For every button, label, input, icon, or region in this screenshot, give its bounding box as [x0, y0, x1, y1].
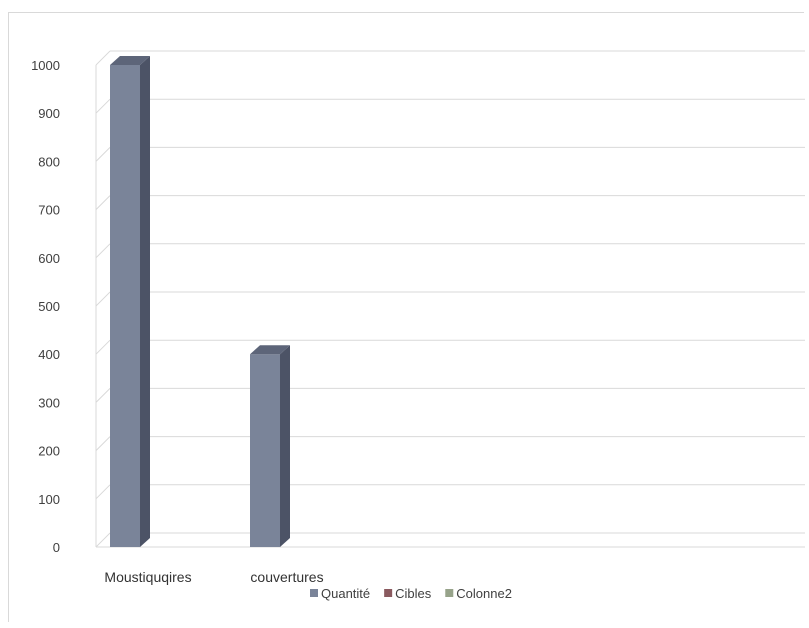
y-tick-label: 900 [38, 106, 60, 121]
y-tick-label: 800 [38, 154, 60, 169]
bar-front [250, 354, 280, 547]
legend-swatch [384, 589, 393, 597]
y-tick-label: 200 [38, 444, 60, 459]
category-label: couvertures [250, 569, 323, 585]
legend-label: Cibles [395, 586, 432, 601]
legend: Quantité Cibles Colonne2 [310, 586, 512, 601]
category-label: Moustiquqires [104, 569, 191, 585]
x-axis-categories: Moustiquqires couvertures [104, 569, 323, 585]
y-tick-label: 400 [38, 347, 60, 362]
gridline-side [95, 339, 111, 355]
gridline-side [95, 50, 111, 66]
y-tick-label: 0 [53, 540, 60, 555]
y-tick-label: 300 [38, 395, 60, 410]
gridline-side [95, 388, 111, 403]
gridline-side [95, 291, 111, 307]
y-tick-label: 600 [38, 251, 60, 266]
legend-label: Quantité [321, 586, 370, 601]
gridline-side [95, 243, 111, 259]
bar-couvertures [250, 345, 290, 547]
bars [110, 56, 290, 547]
legend-item: Cibles [384, 586, 432, 601]
bar-top [250, 345, 290, 355]
gridline-side [95, 484, 111, 500]
chart-frame [8, 12, 804, 622]
legend-label: Colonne2 [456, 586, 512, 601]
y-tick-label: 1000 [31, 58, 60, 73]
gridline-side [95, 147, 111, 162]
y-axis-ticks: 0 100 200 300 400 500 600 700 800 900 1000 [31, 58, 60, 555]
legend-swatch [310, 589, 318, 597]
axis-wall [95, 65, 805, 548]
bar-side [280, 345, 290, 547]
legend-item: Colonne2 [445, 586, 512, 601]
gridline-side [95, 195, 111, 210]
legend-swatch [445, 589, 454, 597]
bar-side [140, 56, 150, 547]
y-tick-label: 100 [38, 492, 60, 507]
legend-item: Quantité [310, 586, 370, 601]
gridline-side [95, 436, 111, 451]
bar-top [110, 56, 150, 65]
bar-front [110, 65, 140, 547]
y-tick-label: 500 [38, 299, 60, 314]
gridline-side [95, 98, 111, 114]
gridlines [95, 50, 805, 548]
y-tick-label: 700 [38, 203, 60, 218]
bar-moustiquqires [110, 56, 150, 547]
gridline-side [95, 532, 111, 548]
